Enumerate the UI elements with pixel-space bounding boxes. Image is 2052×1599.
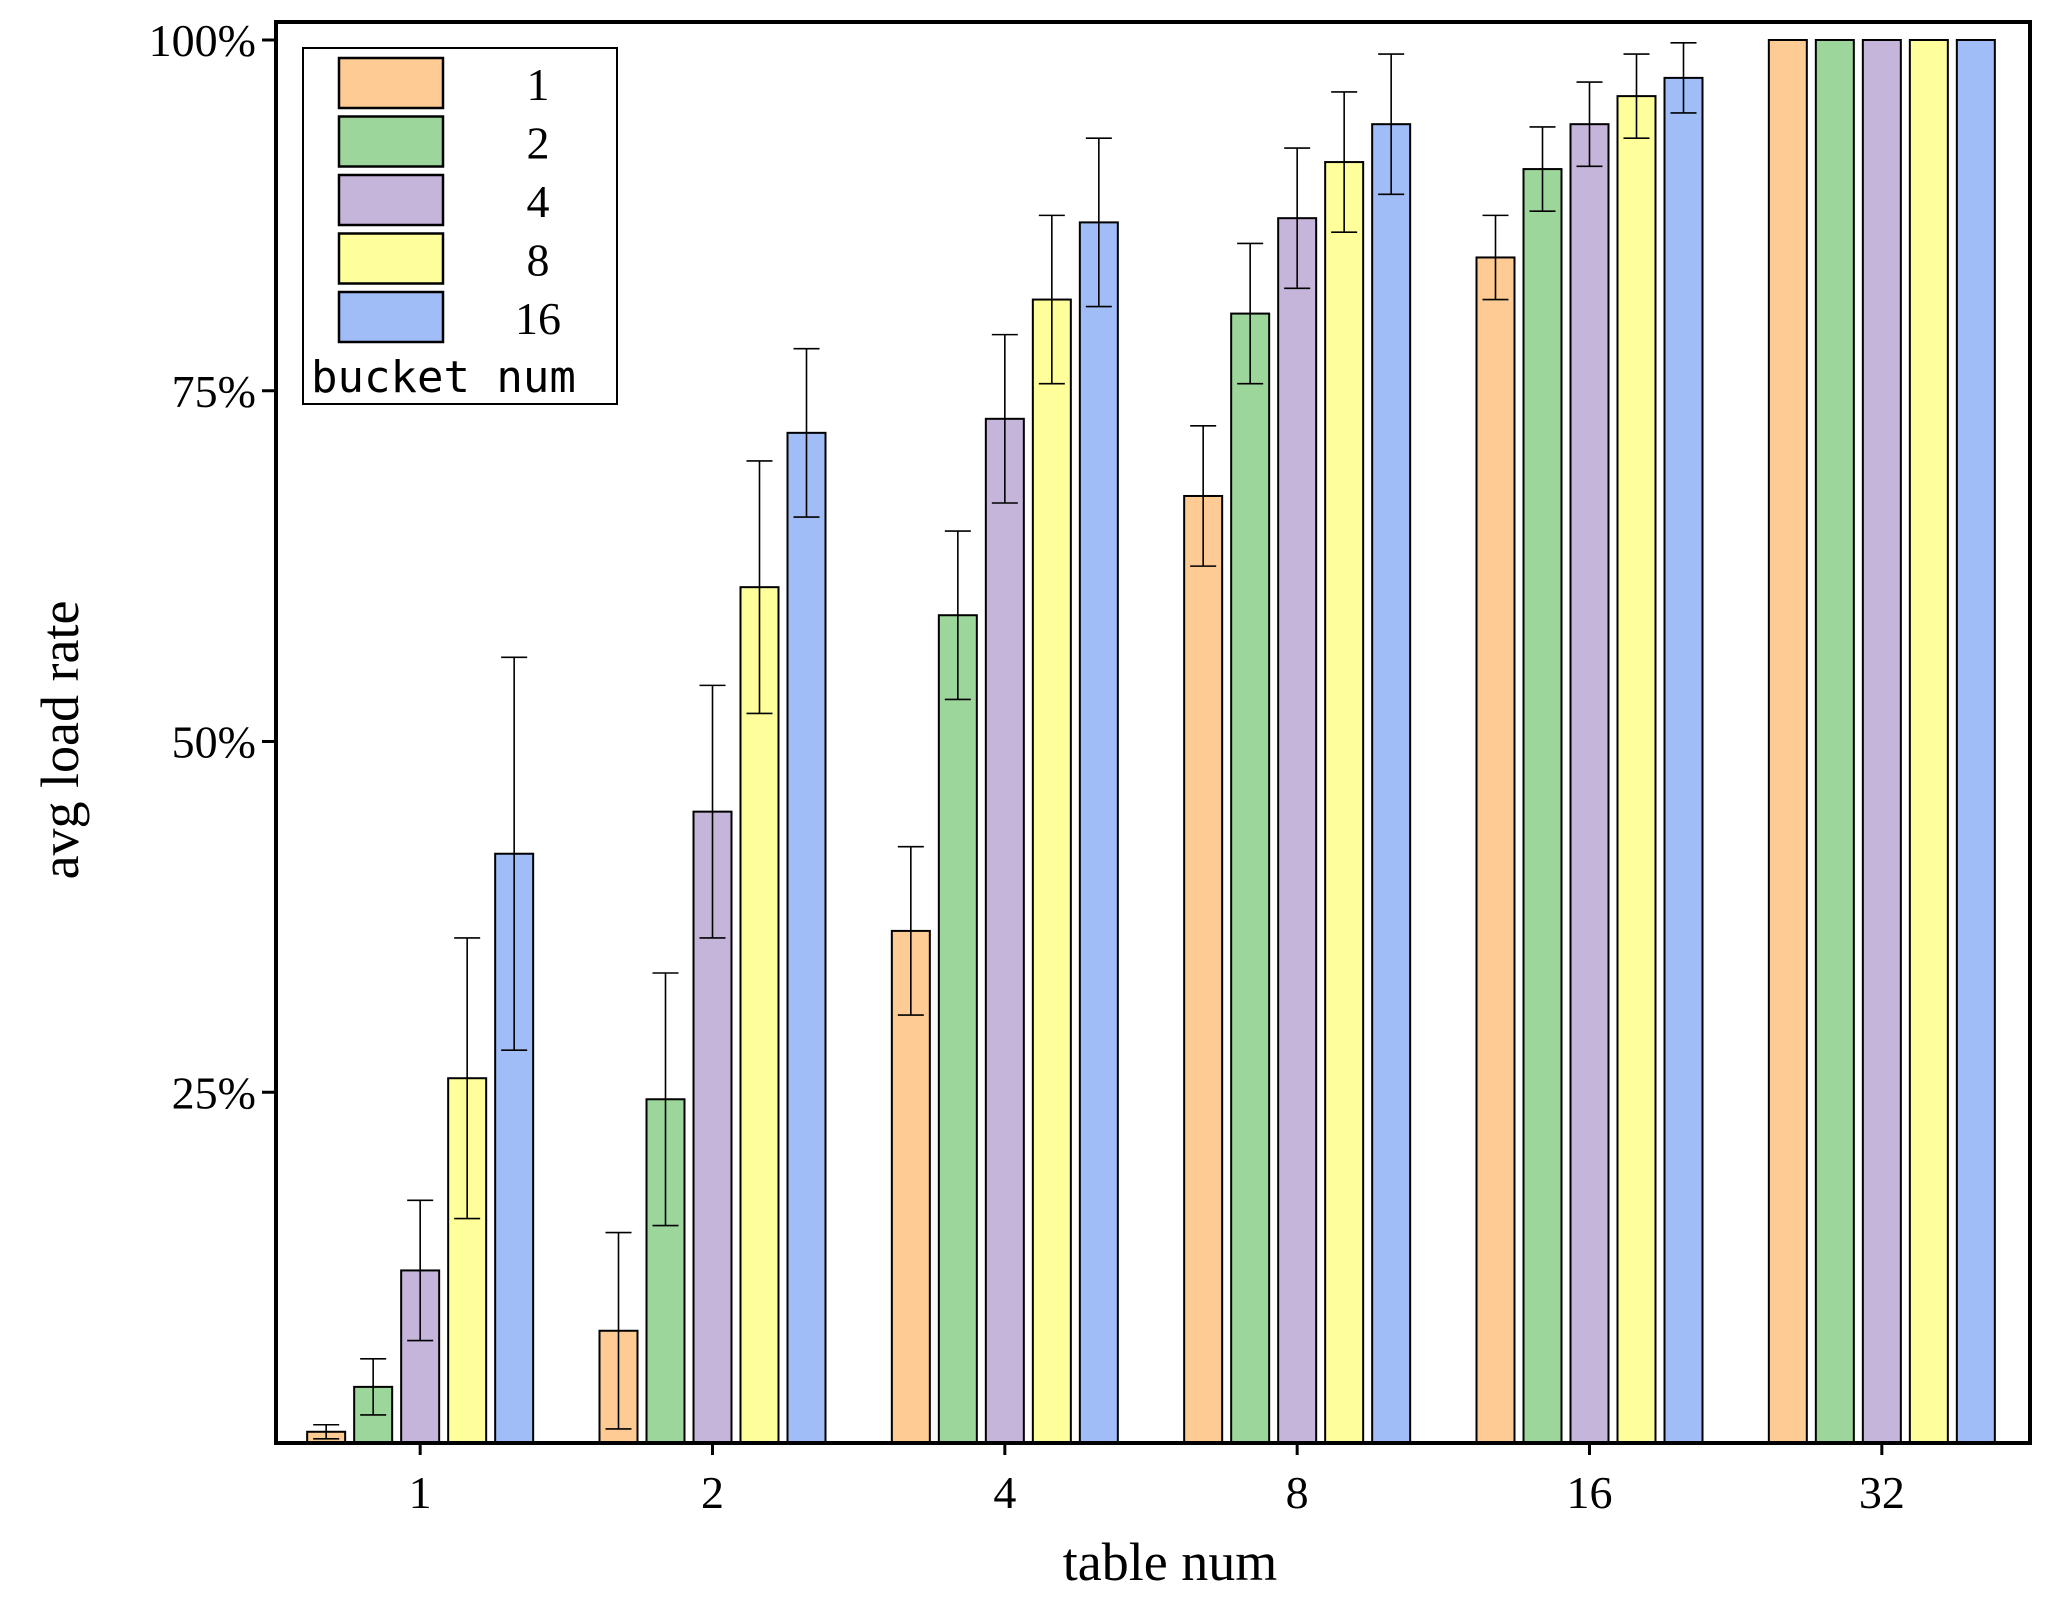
bar-table-4-bucket-2	[937, 614, 978, 1444]
legend-swatch-16	[337, 290, 445, 344]
bar-table-32-bucket-8	[1908, 39, 1949, 1444]
error-bar-table-8-bucket-2	[1237, 242, 1264, 385]
error-bar-table-4-bucket-16	[1085, 137, 1112, 308]
bar-table-32-bucket-1	[1767, 39, 1808, 1444]
error-bars-layer	[313, 42, 1697, 1440]
error-bar-table-8-bucket-4	[1284, 147, 1311, 290]
bar-table-16-bucket-16	[1663, 76, 1704, 1445]
error-bar-table-1-bucket-2	[360, 1358, 387, 1416]
error-bar-table-2-bucket-16	[793, 347, 820, 518]
y-tick-label-100: 100%	[149, 15, 256, 66]
error-bar-table-4-bucket-8	[1038, 214, 1065, 385]
error-bar-table-16-bucket-4	[1576, 81, 1603, 168]
y-tick-label-75: 75%	[172, 366, 256, 417]
error-bar-table-16-bucket-8	[1623, 53, 1650, 140]
error-bar-table-2-bucket-2	[652, 972, 679, 1227]
legend-swatch-4	[337, 173, 445, 227]
bar-table-8-bucket-8	[1324, 161, 1365, 1444]
bar-table-32-bucket-16	[1955, 39, 1996, 1444]
error-bar-table-1-bucket-4	[407, 1199, 434, 1342]
error-bar-table-8-bucket-1	[1190, 425, 1217, 567]
bars-layer	[306, 39, 1996, 1445]
bar-table-4-bucket-4	[984, 417, 1025, 1444]
bar-table-32-bucket-2	[1814, 39, 1855, 1444]
x-tick-label-4: 4	[993, 1467, 1016, 1518]
legend-label-1: 1	[527, 59, 550, 110]
error-bar-table-4-bucket-1	[897, 845, 924, 1016]
x-tick-label-16: 16	[1567, 1467, 1613, 1518]
error-bar-table-2-bucket-1	[605, 1231, 632, 1430]
plot-frame	[274, 20, 2032, 1445]
legend-label-16: 16	[515, 293, 561, 344]
legend: 1 2 4 8 16 bucket num	[302, 47, 618, 405]
error-bar-table-8-bucket-16	[1378, 53, 1405, 196]
y-tick-label-25: 25%	[172, 1067, 256, 1118]
bar-table-8-bucket-1	[1183, 494, 1224, 1445]
bar-table-8-bucket-2	[1230, 312, 1271, 1445]
axes-layer: 1 2 4 8 16 32 25% 50% 75% 100%	[149, 15, 2032, 1518]
error-bar-table-1-bucket-16	[501, 656, 528, 1051]
x-tick-label-1: 1	[409, 1467, 432, 1518]
error-bar-table-16-bucket-2	[1529, 126, 1556, 212]
legend-label-2: 2	[527, 118, 550, 169]
bar-table-16-bucket-4	[1569, 123, 1610, 1444]
error-bar-table-1-bucket-8	[454, 937, 481, 1220]
bar-table-4-bucket-16	[1078, 221, 1119, 1444]
bar-table-2-bucket-16	[786, 431, 827, 1444]
legend-swatch-1	[337, 56, 445, 110]
legend-title: bucket num	[311, 352, 576, 403]
y-axis-title: avg load rate	[30, 601, 90, 880]
bar-table-2-bucket-8	[739, 586, 780, 1444]
legend-swatch-8	[337, 232, 445, 285]
error-bar-table-2-bucket-4	[699, 684, 726, 939]
error-bar-table-1-bucket-1	[313, 1423, 340, 1440]
error-bar-table-16-bucket-1	[1482, 214, 1509, 301]
bar-table-32-bucket-4	[1861, 39, 1902, 1444]
legend-label-8: 8	[527, 235, 550, 286]
bar-table-16-bucket-8	[1616, 95, 1657, 1445]
legend-swatch-2	[337, 115, 445, 168]
x-tick-label-8: 8	[1286, 1467, 1309, 1518]
error-bar-table-2-bucket-8	[746, 460, 773, 715]
x-tick-label-32: 32	[1859, 1467, 1905, 1518]
y-tick-label-50: 50%	[172, 717, 256, 768]
bar-table-8-bucket-16	[1371, 123, 1412, 1444]
x-axis-title: table num	[1063, 1532, 1277, 1592]
bar-table-16-bucket-1	[1475, 256, 1516, 1445]
bar-table-16-bucket-2	[1522, 168, 1563, 1444]
error-bar-table-8-bucket-8	[1331, 91, 1358, 234]
error-bar-table-16-bucket-16	[1670, 42, 1697, 114]
legend-label-4: 4	[527, 176, 550, 227]
error-bar-table-4-bucket-4	[991, 333, 1018, 504]
bar-table-8-bucket-4	[1277, 217, 1318, 1444]
bar-table-4-bucket-8	[1031, 298, 1072, 1444]
x-tick-label-2: 2	[701, 1467, 724, 1518]
error-bar-table-4-bucket-2	[944, 530, 971, 701]
